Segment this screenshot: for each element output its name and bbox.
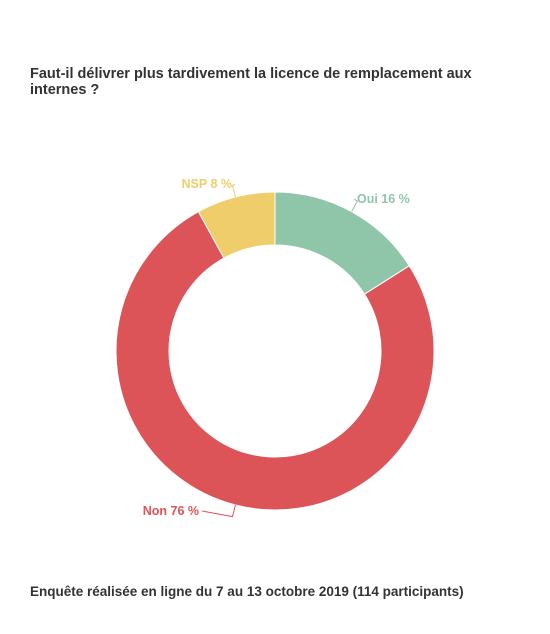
chart-title: Faut-il délivrer plus tardivement la lic… — [30, 66, 472, 98]
label-oui: Oui 16 % — [357, 192, 410, 206]
slice-nsp — [197, 191, 276, 259]
leader-nsp — [231, 183, 236, 198]
label-nsp: NSP 8 % — [182, 177, 233, 191]
survey-footnote: Enquête réalisée en ligne du 7 au 13 oct… — [30, 584, 464, 599]
leader-oui — [351, 198, 359, 212]
label-leader-lines — [201, 183, 359, 518]
slice-labels: Oui 16 % Non 76 % NSP 8 % — [143, 177, 410, 518]
slice-non — [115, 210, 435, 511]
label-non: Non 76 % — [143, 504, 199, 518]
leader-non — [201, 504, 236, 518]
donut-slices — [115, 191, 435, 511]
